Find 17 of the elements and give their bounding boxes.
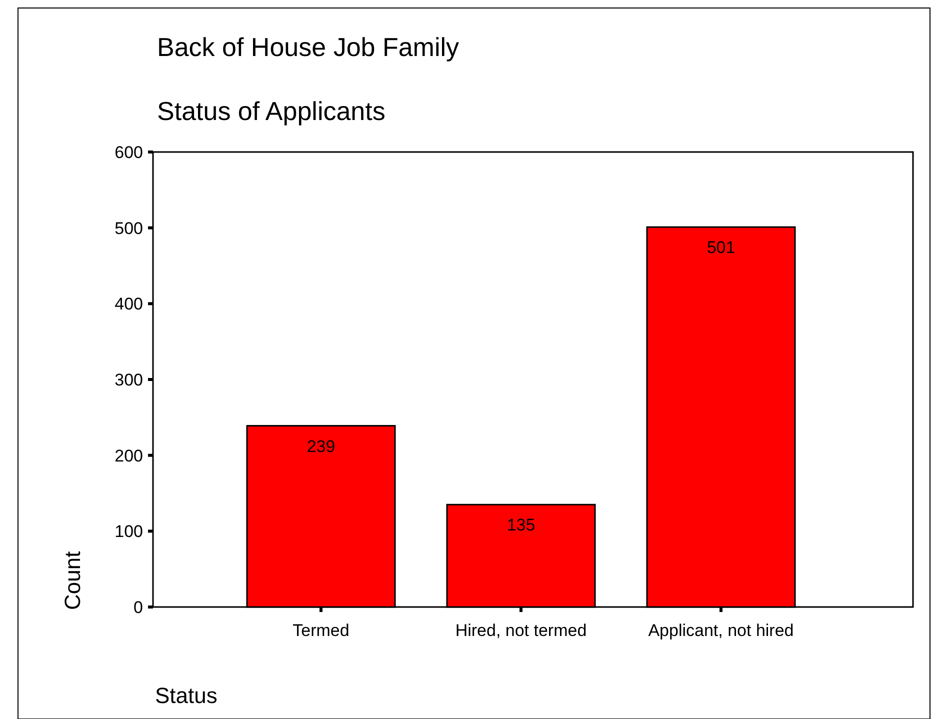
y-tick-label: 500 (114, 218, 143, 238)
y-tick-label: 300 (114, 370, 143, 390)
x-tick-label: Applicant, not hired (648, 621, 794, 640)
chart-subtitle: Status of Applicants (157, 96, 386, 126)
data-label: 135 (506, 516, 536, 535)
x-tick-label: Termed (292, 621, 350, 640)
y-tick-label: 400 (114, 294, 143, 314)
y-tick-label: 100 (114, 522, 143, 542)
y-tick-label: 0 (134, 598, 143, 617)
chart-title: Back of House Job Family (157, 32, 460, 62)
x-tick-label: Hired, not termed (455, 621, 587, 640)
data-label: 239 (306, 436, 336, 456)
data-label: 501 (706, 238, 736, 258)
y-axis-title: Count (60, 551, 85, 610)
x-axis-title: Status (155, 683, 218, 708)
y-tick-label: 600 (114, 142, 143, 162)
y-tick-label: 200 (114, 446, 143, 466)
